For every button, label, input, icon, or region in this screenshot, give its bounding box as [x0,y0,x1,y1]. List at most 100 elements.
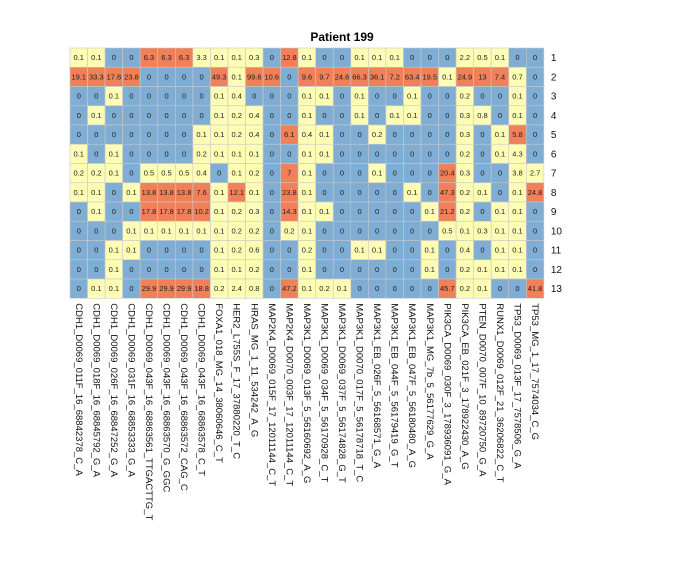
cell-value-label: 0.1 [319,149,329,158]
cell-value-label: 0.2 [91,169,101,178]
cell-value-label: 19.5 [422,72,437,81]
cell-value-label: 0.3 [460,130,470,139]
column-label: CDH1_D0069_043F_16_68863572_CAG_C [178,303,189,491]
cell-value-label: 10.2 [194,207,209,216]
cell-value-label: 0.1 [109,169,119,178]
cell-value-label: 0.5 [442,226,452,235]
cell-value-label: 0.1 [74,149,84,158]
cell-value-label: 13 [478,72,486,81]
cell-value-label: 0 [270,226,274,235]
cell-value-label: 0 [393,207,397,216]
row-label: 3 [551,92,557,103]
cell-value-label: 12.1 [229,188,244,197]
cell-value-label: 0 [357,169,361,178]
cell-value-label: 0.3 [460,169,470,178]
cell-value-label: 0.5 [477,53,487,62]
cell-value-label: 0 [480,169,484,178]
cell-value-label: 0.5 [144,169,154,178]
cell-value-label: 0 [357,207,361,216]
column-label: HER2_L755S_F_17_37880220_T_C [231,303,242,459]
column-label: MAP3K1_EB_044F_5_56179419_G_T [389,303,400,467]
cell-value-label: 0 [375,265,379,274]
cell-value-label: 0.1 [91,284,101,293]
column-label: MAP3K1_D0069_037F_5_56174828_G_T [336,303,347,483]
cell-value-label: 0 [445,246,449,255]
cell-value-label: 0 [393,188,397,197]
column-label: MAP3K1_D0070_017F_5_56178718_T_C [354,303,365,482]
cell-value-label: 0.1 [214,246,224,255]
cell-value-label: 0.1 [354,92,364,101]
row-label: 1 [551,53,557,64]
cell-value-label: 0.1 [495,207,505,216]
cell-value-label: 0.1 [354,53,364,62]
cell-value-label: 0 [428,53,432,62]
cell-value-label: 17.8 [107,72,122,81]
cell-value-label: 0.4 [460,246,470,255]
cell-value-label: 0 [164,149,168,158]
cell-value-label: 0.1 [126,246,136,255]
cell-value-label: 12.8 [282,53,297,62]
cell-value-label: 0 [147,265,151,274]
column-label: MAP3K1_D0069_034F_5_56170928_C_T [318,303,329,482]
cell-value-label: 0 [94,226,98,235]
cell-value-label: 2.2 [460,53,470,62]
cell-value-label: 0 [77,226,81,235]
cell-value-label: 0 [322,53,326,62]
cell-value-label: 0 [375,284,379,293]
cell-value-label: 0 [77,92,81,101]
cell-value-label: 0 [428,169,432,178]
cell-value-label: 21.2 [440,207,455,216]
column-label: MAP3K1_D0069_013F_5_56160692_A_G [301,303,312,483]
cell-value-label: 0 [129,169,133,178]
cell-value-label: 0 [322,111,326,120]
cell-value-label: 0.1 [372,169,382,178]
heatmap-cell [525,278,545,299]
cell-value-label: 0.1 [302,226,312,235]
cell-value-label: 33.3 [89,72,104,81]
cell-value-label: 0 [428,226,432,235]
cell-value-label: 0 [410,265,414,274]
column-label: FOXA1_018_MG_14_38060646_C_T [213,303,224,463]
cell-value-label: 0 [393,130,397,139]
cell-value-label: 0.1 [232,169,242,178]
cell-value-label: 0.2 [460,284,470,293]
cell-value-label: 0 [200,92,204,101]
cell-value-label: 0 [200,72,204,81]
row-label: 8 [551,188,557,199]
cell-value-label: 0 [340,169,344,178]
cell-value-label: 0 [340,265,344,274]
cell-value-label: 0.1 [372,53,382,62]
cell-value-label: 0 [287,265,291,274]
cell-value-label: 0 [480,130,484,139]
cell-value-label: 0.3 [249,207,259,216]
cell-value-label: 0 [357,284,361,293]
cell-value-label: 6.1 [284,130,294,139]
cell-value-label: 0.2 [302,246,312,255]
cell-value-label: 0 [340,246,344,255]
cell-value-label: 99.6 [247,72,262,81]
cell-value-label: 0.1 [232,149,242,158]
cell-value-label: 0.1 [232,53,242,62]
cell-value-label: 0 [428,149,432,158]
cell-value-label: 0 [428,284,432,293]
cell-value-label: 0.1 [144,226,154,235]
cell-value-label: 0 [129,53,133,62]
cell-value-label: 0.1 [109,92,119,101]
cell-value-label: 0 [164,92,168,101]
column-label: CDH1_D0069_018F_16_68845792_G_A [90,303,101,477]
cell-value-label: 0.1 [91,111,101,120]
cell-value-label: 0.1 [302,188,312,197]
cell-value-label: 0 [393,246,397,255]
chart-title: Patient 199 [310,30,374,44]
cell-value-label: 0.2 [372,130,382,139]
cell-value-label: 0 [147,149,151,158]
cell-value-label: 0 [287,111,291,120]
cell-value-label: 0 [480,149,484,158]
cell-value-label: 0 [322,246,326,255]
cell-value-label: 0.2 [74,169,84,178]
cell-value-label: 0.1 [302,169,312,178]
cell-value-label: 0 [340,130,344,139]
cell-value-label: 13.8 [159,188,174,197]
cell-value-label: 23.8 [124,72,139,81]
cell-value-label: 0 [357,265,361,274]
